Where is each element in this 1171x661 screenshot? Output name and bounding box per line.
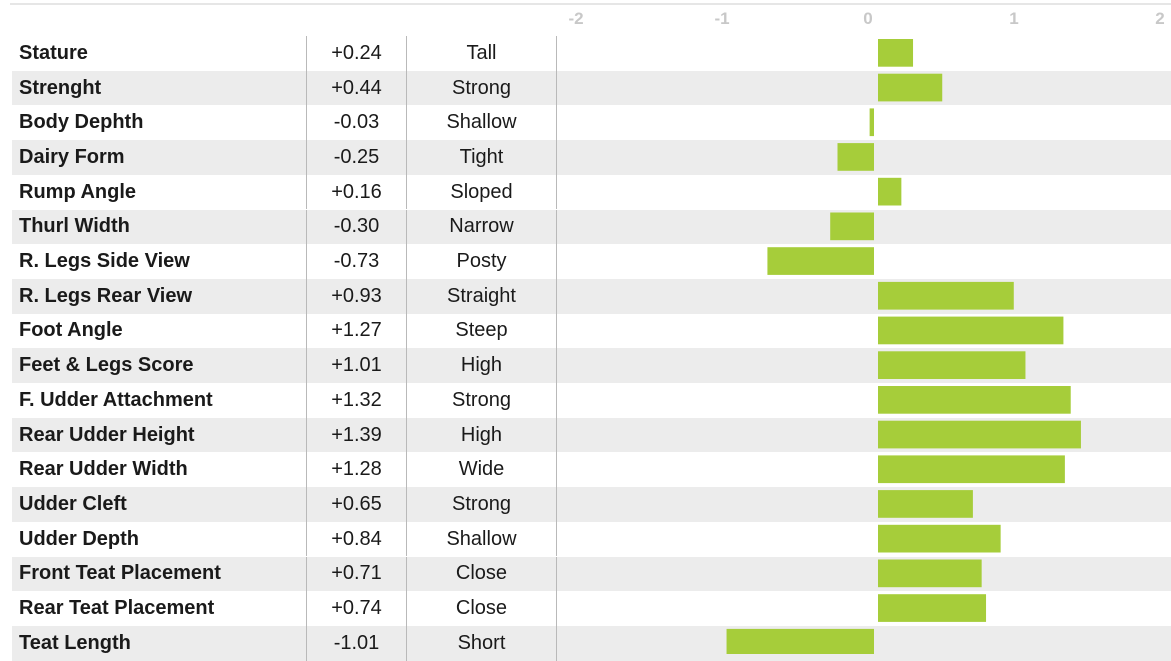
table-row: F. Udder Attachment +1.32 Strong — [12, 383, 1171, 418]
trait-name: Rear Udder Width — [19, 458, 188, 481]
top-rule — [10, 3, 1171, 5]
trait-description: Tight — [406, 140, 556, 175]
bar-cell — [556, 348, 1171, 383]
trait-name: Body Dephth — [19, 111, 144, 134]
bar-cell — [556, 140, 1171, 175]
trait-description: Strong — [406, 487, 556, 522]
bar-cell — [556, 383, 1171, 418]
bar-cell — [556, 625, 1171, 661]
bar-cell — [556, 70, 1171, 106]
x-tick-label: -2 — [568, 9, 584, 28]
trait-name: Thurl Width — [19, 215, 130, 238]
trait-name: Teat Length — [19, 631, 131, 654]
trait-name: Rump Angle — [19, 180, 137, 203]
table-row: Rear Udder Width +1.28 Wide — [12, 452, 1171, 488]
bar-cell — [556, 105, 1171, 141]
bar-cell — [556, 521, 1171, 557]
trait-value: +1.39 — [306, 417, 406, 453]
table-row: Stature +0.24 Tall — [12, 36, 1171, 71]
trait-description: Tall — [406, 36, 556, 71]
bar-cell — [556, 556, 1171, 592]
trait-name: Stature — [19, 41, 88, 64]
bar-cell — [556, 244, 1171, 279]
trait-name: F. Udder Attachment — [19, 388, 213, 411]
table-row: Body Dephth -0.03 Shallow — [12, 105, 1171, 141]
trait-description: Posty — [406, 244, 556, 279]
trait-name: Udder Depth — [19, 527, 139, 550]
table-row: R. Legs Rear View +0.93 Straight — [12, 278, 1171, 314]
x-axis-tick-labels: -2 -1 0 1 2 — [0, 0, 1171, 34]
table-row: Rear Udder Height +1.39 High — [12, 417, 1171, 453]
trait-value: -0.25 — [306, 140, 406, 175]
trait-name: Front Teat Placement — [19, 562, 221, 585]
table-row: Rear Teat Placement +0.74 Close — [12, 591, 1171, 626]
trait-description: Close — [406, 556, 556, 592]
trait-value: +1.28 — [306, 452, 406, 488]
table-row: Thurl Width -0.30 Narrow — [12, 209, 1171, 245]
trait-value: -0.30 — [306, 209, 406, 245]
bar-cell — [556, 313, 1171, 349]
trait-description: Steep — [406, 313, 556, 349]
bar-cell — [556, 417, 1171, 453]
x-tick-label: -1 — [714, 9, 730, 28]
trait-name: Rear Teat Placement — [19, 597, 215, 620]
trait-value: +0.93 — [306, 278, 406, 314]
table-row: Feet & Legs Score +1.01 High — [12, 348, 1171, 383]
table-row: Strenght +0.44 Strong — [12, 70, 1171, 106]
trait-value: -0.03 — [306, 105, 406, 141]
trait-value: -1.01 — [306, 625, 406, 661]
trait-description: Wide — [406, 452, 556, 488]
table-row: R. Legs Side View -0.73 Posty — [12, 244, 1171, 279]
bar-cell — [556, 591, 1171, 626]
trait-value: +0.74 — [306, 591, 406, 626]
trait-description: Strong — [406, 383, 556, 418]
trait-description: Narrow — [406, 209, 556, 245]
bar-cell — [556, 174, 1171, 210]
table-row: Udder Cleft +0.65 Strong — [12, 487, 1171, 522]
table-row: Teat Length -1.01 Short — [12, 625, 1171, 661]
trait-name: Dairy Form — [19, 145, 125, 168]
trait-value: +0.16 — [306, 174, 406, 210]
table-row: Rump Angle +0.16 Sloped — [12, 174, 1171, 210]
trait-description: Strong — [406, 70, 556, 106]
bar-cell — [556, 209, 1171, 245]
bar-cell — [556, 36, 1171, 71]
trait-name: R. Legs Rear View — [19, 284, 193, 307]
trait-value: +0.71 — [306, 556, 406, 592]
trait-value: +0.44 — [306, 70, 406, 106]
trait-value: +0.84 — [306, 521, 406, 557]
trait-description: Straight — [406, 278, 556, 314]
trait-value: +1.01 — [306, 348, 406, 383]
x-tick-label: 1 — [1009, 9, 1019, 28]
table-row: Front Teat Placement +0.71 Close — [12, 556, 1171, 592]
trait-description: Short — [406, 625, 556, 661]
trait-description: Shallow — [406, 521, 556, 557]
table-row: Dairy Form -0.25 Tight — [12, 140, 1171, 175]
trait-value: +1.32 — [306, 383, 406, 418]
x-tick-label: 0 — [863, 9, 873, 28]
table-row: Foot Angle +1.27 Steep — [12, 313, 1171, 349]
trait-name: Strenght — [19, 76, 102, 99]
trait-name: Udder Cleft — [19, 492, 127, 515]
trait-name: Feet & Legs Score — [19, 354, 194, 377]
trait-description: Close — [406, 591, 556, 626]
trait-value: +0.65 — [306, 487, 406, 522]
trait-name: Foot Angle — [19, 319, 123, 342]
table-row: Udder Depth +0.84 Shallow — [12, 521, 1171, 557]
bar-cell — [556, 487, 1171, 522]
trait-value: +0.24 — [306, 36, 406, 71]
trait-value: +1.27 — [306, 313, 406, 349]
trait-description: High — [406, 417, 556, 453]
trait-description: High — [406, 348, 556, 383]
trait-name: Rear Udder Height — [19, 423, 195, 446]
x-tick-label: 2 — [1155, 9, 1165, 28]
trait-value: -0.73 — [306, 244, 406, 279]
bar-cell — [556, 452, 1171, 488]
trait-description: Sloped — [406, 174, 556, 210]
trait-description: Shallow — [406, 105, 556, 141]
bar-cell — [556, 278, 1171, 314]
trait-name: R. Legs Side View — [19, 250, 190, 273]
